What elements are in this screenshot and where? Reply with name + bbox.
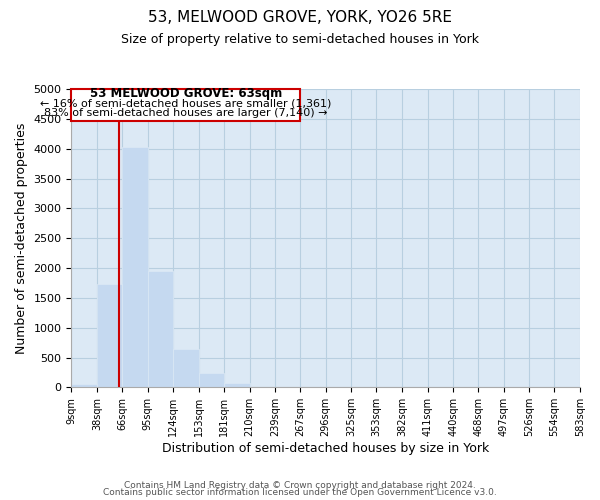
Text: ← 16% of semi-detached houses are smaller (1,361): ← 16% of semi-detached houses are smalle… bbox=[40, 98, 331, 108]
X-axis label: Distribution of semi-detached houses by size in York: Distribution of semi-detached houses by … bbox=[162, 442, 490, 455]
Y-axis label: Number of semi-detached properties: Number of semi-detached properties bbox=[15, 122, 28, 354]
Text: Contains HM Land Registry data © Crown copyright and database right 2024.: Contains HM Land Registry data © Crown c… bbox=[124, 480, 476, 490]
Bar bbox=[97, 284, 122, 388]
Bar bbox=[148, 271, 173, 388]
Bar bbox=[224, 382, 250, 388]
Text: 53, MELWOOD GROVE, YORK, YO26 5RE: 53, MELWOOD GROVE, YORK, YO26 5RE bbox=[148, 10, 452, 25]
FancyBboxPatch shape bbox=[71, 89, 300, 121]
Bar bbox=[173, 348, 199, 388]
Bar bbox=[122, 147, 148, 388]
Text: 53 MELWOOD GROVE: 63sqm: 53 MELWOOD GROVE: 63sqm bbox=[89, 88, 282, 101]
Text: Size of property relative to semi-detached houses in York: Size of property relative to semi-detach… bbox=[121, 32, 479, 46]
Bar bbox=[71, 384, 97, 388]
Text: Contains public sector information licensed under the Open Government Licence v3: Contains public sector information licen… bbox=[103, 488, 497, 497]
Text: 83% of semi-detached houses are larger (7,140) →: 83% of semi-detached houses are larger (… bbox=[44, 108, 328, 118]
Bar bbox=[199, 373, 224, 388]
